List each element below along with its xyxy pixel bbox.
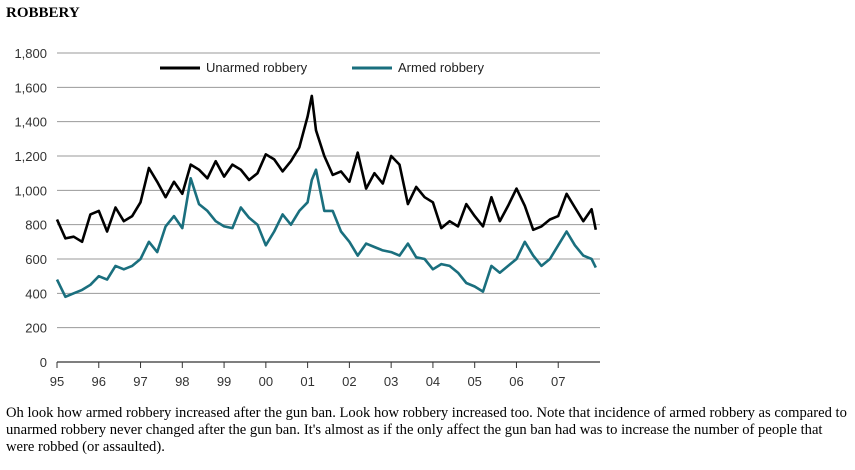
- y-tick-label: 1,800: [14, 46, 47, 61]
- y-tick-label: 1,600: [14, 80, 47, 95]
- x-tick-label: 06: [509, 374, 523, 389]
- y-tick-label: 1,200: [14, 149, 47, 164]
- x-tick-label: 03: [384, 374, 398, 389]
- x-tick-label: 95: [50, 374, 64, 389]
- series-lines: [55, 94, 598, 299]
- caption-text: Oh look how armed robbery increased afte…: [6, 405, 847, 455]
- y-tick-label: 200: [25, 321, 47, 336]
- gridlines: [57, 52, 600, 329]
- y-tick-label: 1,400: [14, 115, 47, 130]
- chart-heading: ROBBERY: [6, 5, 80, 21]
- y-axis-ticks: 0 200 400 600 800 1,000 1,200 1,400 1,600 1,800: [14, 46, 47, 370]
- x-tick-label: 97: [133, 374, 147, 389]
- x-tick-label: 99: [217, 374, 231, 389]
- y-tick-label: 400: [25, 286, 47, 301]
- x-tick-label: 98: [175, 374, 189, 389]
- x-tick-label: 02: [342, 374, 356, 389]
- x-axis: 95 96 97 98 99 00 01 02 03 04 05 06 07: [50, 361, 600, 389]
- series-line-unarmed-robbery: [55, 94, 598, 244]
- x-tick-label: 00: [259, 374, 273, 389]
- x-tick-label: 01: [300, 374, 314, 389]
- x-tick-label: 96: [92, 374, 106, 389]
- y-tick-label: 0: [40, 355, 47, 370]
- y-tick-label: 600: [25, 252, 47, 267]
- x-tick-label: 07: [551, 374, 565, 389]
- y-tick-label: 800: [25, 218, 47, 233]
- legend-label: Armed robbery: [398, 60, 484, 75]
- x-tick-label: 04: [426, 374, 440, 389]
- x-tick-label: 05: [467, 374, 481, 389]
- legend-label: Unarmed robbery: [206, 60, 308, 75]
- y-tick-label: 1,000: [14, 183, 47, 198]
- legend: Unarmed robbery Armed robbery: [160, 60, 484, 75]
- series-line-armed-robbery: [55, 168, 597, 299]
